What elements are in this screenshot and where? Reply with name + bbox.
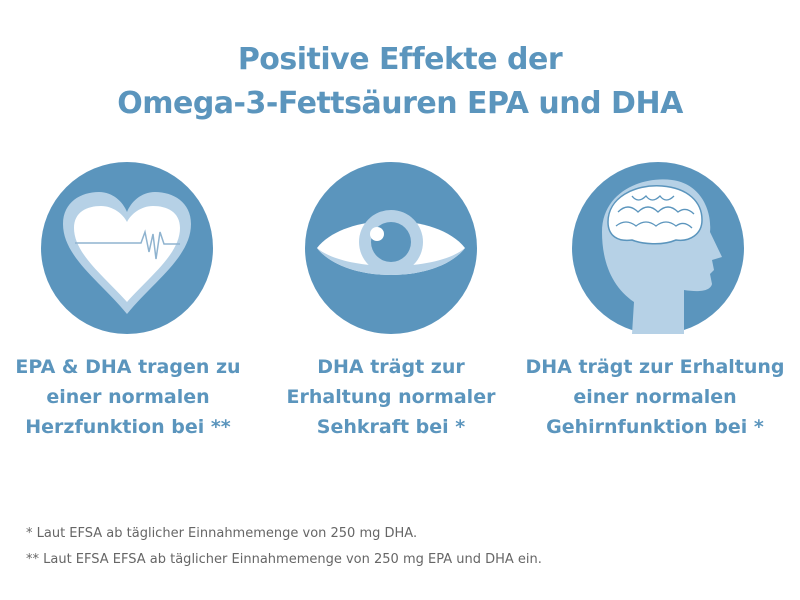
caption-line: einer normalen <box>46 386 210 408</box>
footnote-2: ** Laut EFSA EFSA ab täglicher Einnahmem… <box>26 552 542 567</box>
caption-line: DHA trägt zur Erhaltung <box>525 356 785 378</box>
caption-heart: EPA & DHA tragen zu einer normalen Herzf… <box>0 352 263 442</box>
title-line-2: Omega-3-Fettsäuren EPA und DHA <box>117 86 683 121</box>
caption-line: Gehirnfunktion bei * <box>546 416 764 438</box>
title-line-1: Positive Effekte der <box>237 42 563 77</box>
caption-line: einer normalen <box>573 386 737 408</box>
caption-line: EPA & DHA tragen zu <box>15 356 241 378</box>
head-brain-icon <box>572 162 744 334</box>
caption-line: DHA trägt zur <box>317 356 465 378</box>
heart-ecg-icon <box>41 162 213 334</box>
caption-line: Herzfunktion bei ** <box>25 416 231 438</box>
caption-eye: DHA trägt zur Erhaltung normaler Sehkraf… <box>256 352 526 442</box>
caption-line: Sehkraft bei * <box>316 416 466 438</box>
footnote-1: * Laut EFSA ab täglicher Einnahmemenge v… <box>26 526 418 541</box>
eye-icon <box>305 162 477 334</box>
caption-line: Erhaltung normaler <box>286 386 496 408</box>
caption-brain: DHA trägt zur Erhaltung einer normalen G… <box>520 352 790 442</box>
